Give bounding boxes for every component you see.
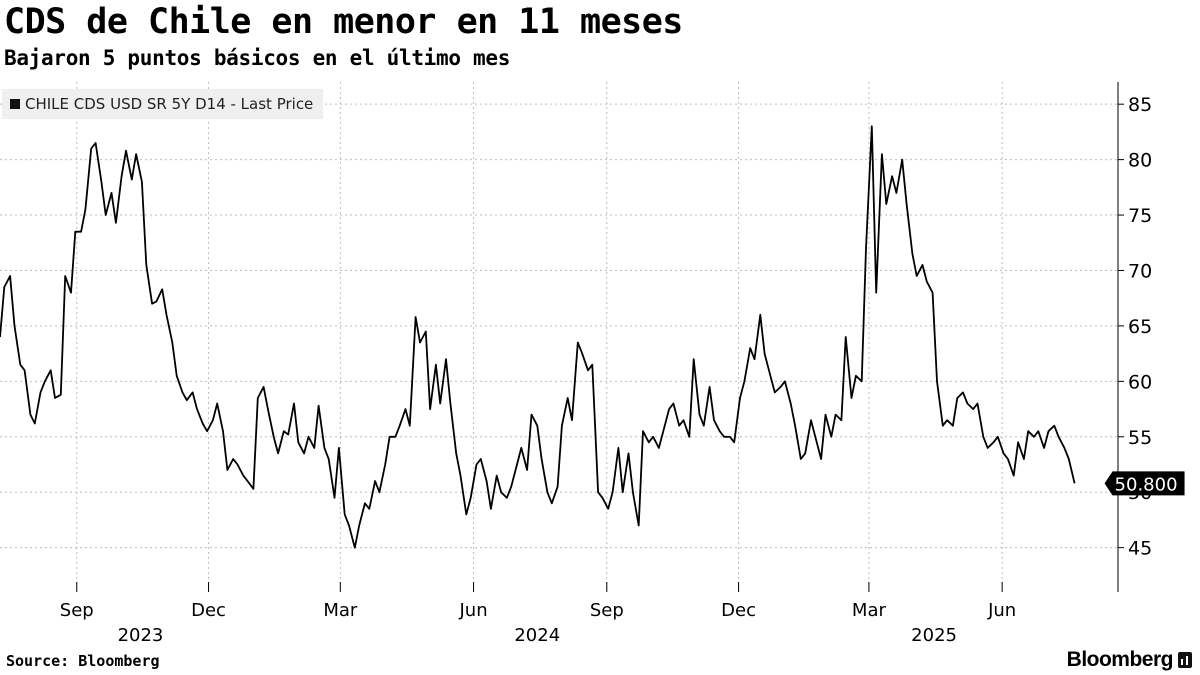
x-year-label: 2023 (118, 625, 164, 646)
x-month-label: Dec (721, 600, 756, 621)
x-month-label: Sep (60, 600, 94, 621)
legend-label: CHILE CDS USD SR 5Y D14 - Last Price (25, 95, 314, 113)
y-tick-label: 70 (1128, 260, 1152, 282)
last-value-label: 50.800 (1115, 474, 1178, 495)
x-month-label: Mar (323, 600, 358, 621)
x-month-label: Dec (191, 600, 226, 621)
chart-subtitle: Bajaron 5 puntos básicos en el último me… (4, 46, 511, 70)
x-year-label: 2024 (514, 625, 560, 646)
x-month-label: Sep (590, 600, 624, 621)
x-month-label: Mar (852, 600, 887, 621)
y-tick-label: 65 (1128, 316, 1152, 338)
source-note: Source: Bloomberg (6, 652, 160, 670)
bloomberg-logo: Bloomberg (1067, 648, 1192, 672)
y-tick-label: 60 (1128, 371, 1152, 393)
y-tick-label: 55 (1128, 427, 1152, 449)
last-value-badge (1104, 471, 1185, 496)
x-year-label: 2025 (911, 625, 957, 646)
y-tick-label: 75 (1128, 205, 1152, 227)
y-tick-label: 85 (1128, 94, 1152, 116)
x-month-label: Jun (458, 600, 487, 621)
bar-chart-icon (1178, 652, 1192, 668)
y-tick-label: 45 (1128, 538, 1152, 560)
series-line (0, 125, 1076, 549)
x-month-label: Jun (987, 600, 1016, 621)
legend-swatch (10, 99, 20, 109)
y-tick-label: 80 (1128, 150, 1152, 172)
chart-title: CDS de Chile en menor en 11 meses (4, 2, 683, 42)
legend: CHILE CDS USD SR 5Y D14 - Last Price (2, 89, 324, 119)
logo-text: Bloomberg (1066, 648, 1174, 671)
